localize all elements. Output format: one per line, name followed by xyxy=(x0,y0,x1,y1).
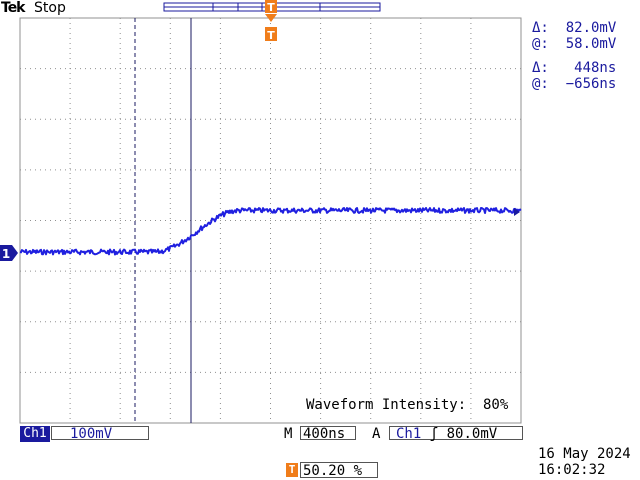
cursor-voltage-at: @: 58.0mV xyxy=(532,36,617,52)
graticule-grid xyxy=(20,18,521,423)
ch1-vertical-scale[interactable]: 100mV xyxy=(51,426,149,441)
trigger-position-badge: T xyxy=(286,463,298,477)
trigger-mode-label: A xyxy=(372,426,381,442)
cursor-time-delta: Δ: 448ns xyxy=(532,60,617,76)
trigger-position-marker[interactable]: T T xyxy=(265,0,277,42)
waveform-intensity-readout: Waveform Intensity: 80% xyxy=(306,397,509,413)
horizontal-scale[interactable]: 400ns xyxy=(300,426,356,441)
svg-text:T: T xyxy=(267,29,275,42)
ch1-waveform xyxy=(19,207,522,256)
svg-text:T: T xyxy=(267,1,275,14)
trigger-level: 80.0mV xyxy=(446,426,498,442)
trigger-position-value[interactable]: 50.20 % xyxy=(300,462,378,479)
record-length-bar: T T xyxy=(163,0,381,42)
cursor-time-at: @: −656ns xyxy=(532,76,617,92)
cursor-voltage-delta: Δ: 82.0mV xyxy=(532,20,617,36)
trigger-source: Ch1 xyxy=(396,426,422,442)
date-readout: 16 May 2024 xyxy=(538,446,631,462)
trigger-level-marker xyxy=(514,208,520,216)
horizontal-main-label: M xyxy=(284,426,293,442)
time-readout: 16:02:32 xyxy=(538,462,606,478)
tek-logo: Tek xyxy=(1,0,25,16)
trigger-slope-icon: ʃ xyxy=(429,426,439,442)
run-state-indicator: Stop xyxy=(34,0,66,16)
svg-text:1: 1 xyxy=(2,247,10,261)
trigger-settings[interactable]: Ch1 ʃ 80.0mV xyxy=(389,426,523,442)
ch1-label[interactable]: Ch1 xyxy=(20,426,50,442)
ch1-ground-marker[interactable]: 1 xyxy=(0,244,20,262)
